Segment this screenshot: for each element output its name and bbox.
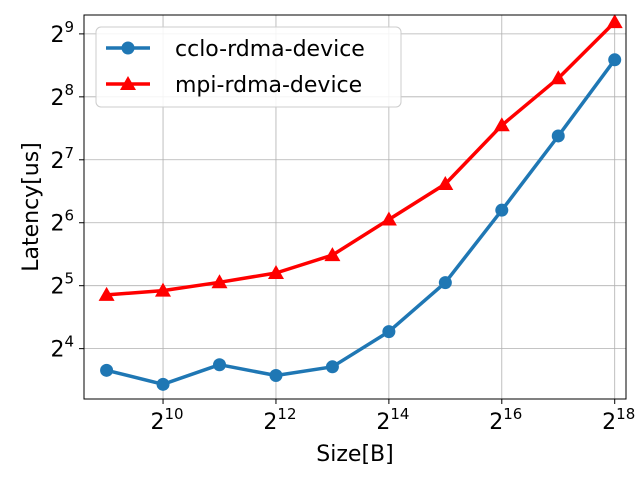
data-point-cclo-rdma-device <box>213 358 226 372</box>
x-tick-label: 212 <box>263 405 296 435</box>
legend-marker-cclo-rdma-device <box>121 41 135 55</box>
data-point-cclo-rdma-device <box>382 325 396 339</box>
data-point-cclo-rdma-device <box>495 203 509 217</box>
data-point-cclo-rdma-device <box>438 276 452 290</box>
data-point-mpi-rdma-device <box>98 286 115 301</box>
data-point-mpi-rdma-device <box>437 176 454 190</box>
data-point-cclo-rdma-device <box>269 369 283 383</box>
y-tick-label: 25 <box>50 270 74 300</box>
y-tick-label: 24 <box>50 333 74 363</box>
x-tick-label: 210 <box>150 405 183 435</box>
data-point-mpi-rdma-device <box>268 265 284 279</box>
data-point-mpi-rdma-device <box>324 247 341 262</box>
data-point-mpi-rdma-device <box>606 14 623 29</box>
legend: cclo-rdma-device mpi-rdma-device <box>95 26 402 108</box>
legend-box <box>95 26 402 108</box>
legend-marker-mpi-rdma-device <box>120 76 136 90</box>
ticks: 210 212 214 216 218 24 25 26 27 28 29 <box>50 18 635 435</box>
series-line-mpi-rdma-device <box>106 20 616 297</box>
series-layer <box>98 14 623 391</box>
y-axis-label: Latency[us] <box>19 142 44 272</box>
data-point-mpi-rdma-device <box>550 70 567 85</box>
x-tick-label: 218 <box>602 405 635 435</box>
plot-frame <box>83 14 627 400</box>
data-point-cclo-rdma-device <box>100 363 114 377</box>
y-tick-label: 26 <box>50 207 74 237</box>
legend-label: mpi-rdma-device <box>175 73 362 98</box>
data-point-cclo-rdma-device <box>608 53 622 67</box>
y-tick-label: 29 <box>50 18 74 48</box>
data-point-mpi-rdma-device <box>211 274 228 289</box>
data-point-cclo-rdma-device <box>325 360 339 374</box>
data-point-cclo-rdma-device <box>551 129 565 143</box>
data-point-mpi-rdma-device <box>155 282 171 297</box>
data-point-mpi-rdma-device <box>380 211 397 226</box>
y-tick-label: 28 <box>50 81 74 111</box>
data-point-mpi-rdma-device <box>493 117 510 132</box>
data-point-cclo-rdma-device <box>156 377 170 391</box>
legend-label: cclo-rdma-device <box>175 37 365 62</box>
x-tick-label: 214 <box>376 405 409 435</box>
x-tick-label: 216 <box>489 405 522 435</box>
x-axis-label: Size[B] <box>316 442 393 467</box>
y-tick-label: 27 <box>50 144 74 174</box>
series-line-cclo-rdma-device <box>106 58 617 387</box>
